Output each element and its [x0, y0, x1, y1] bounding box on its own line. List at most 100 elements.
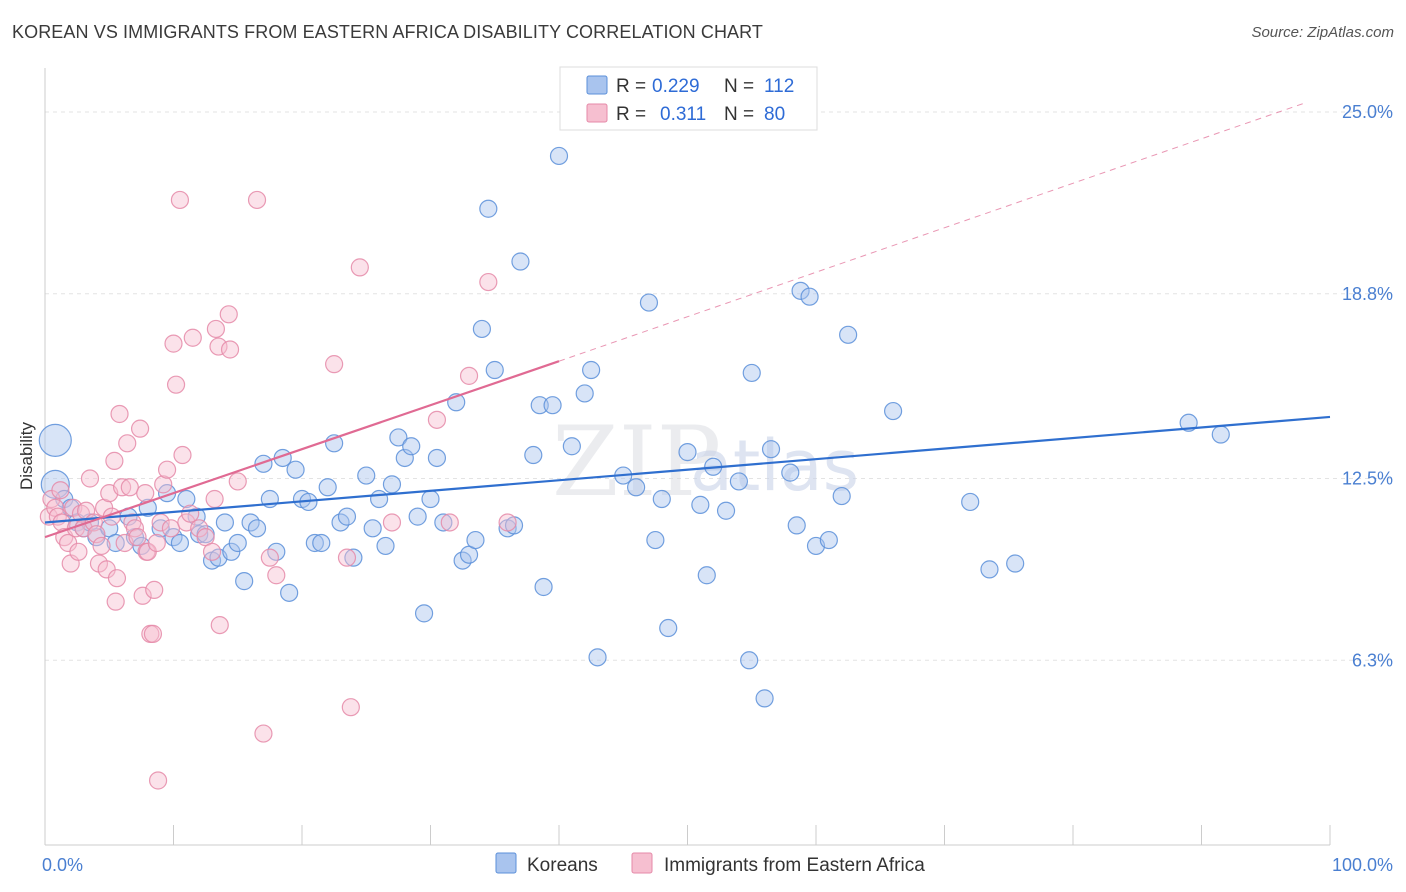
eastern-africa-point-46: [154, 475, 173, 494]
korean-point-69: [530, 396, 549, 415]
eastern-africa-point-42: [145, 580, 164, 600]
korean-point-39: [312, 533, 331, 553]
korean-point-17: [170, 533, 190, 553]
korean-point-62: [472, 319, 491, 339]
bottom-legend-swatch-eastern-africa: [631, 852, 653, 874]
korean-point-48: [376, 536, 395, 556]
eastern-africa-point-78: [479, 272, 498, 292]
korean-point-96: [800, 287, 819, 306]
eastern-africa-point-63: [219, 305, 238, 324]
legend-r-label-1: R =: [616, 76, 646, 97]
watermark-zip: ZIP: [552, 406, 721, 518]
eastern-africa-point-44: [148, 771, 168, 790]
eastern-africa-point-77: [459, 366, 479, 385]
koreans-points: [38, 146, 1230, 708]
legend-swatch-eastern-africa: [586, 103, 608, 123]
bottom-legend-eastern-africa: Immigrants from Eastern Africa: [664, 855, 925, 876]
korean-point-105: [1179, 413, 1198, 432]
korean-point-73: [562, 437, 581, 456]
korean-point-99: [832, 486, 851, 506]
eastern-africa-point-47: [157, 460, 177, 479]
korean-point-0: [38, 423, 72, 457]
korean-point-57: [434, 513, 453, 532]
eastern-africa-point-64: [220, 340, 240, 359]
korean-point-24: [215, 513, 234, 532]
eastern-africa-point-79: [498, 513, 517, 532]
korean-point-35: [286, 460, 305, 479]
korean-point-103: [980, 560, 999, 579]
eastern-africa-point-28: [112, 478, 132, 497]
korean-point-53: [408, 507, 427, 526]
eastern-africa-point-68: [260, 548, 279, 567]
korean-point-85: [697, 566, 716, 585]
korean-point-71: [543, 396, 562, 415]
korean-point-55: [421, 489, 440, 509]
korean-point-47: [370, 489, 389, 509]
korean-point-78: [626, 478, 646, 497]
y-tick-label-0: 6.3%: [1352, 650, 1393, 670]
eastern-africa-point-66: [247, 190, 267, 210]
korean-point-84: [691, 495, 710, 514]
korean-point-45: [357, 466, 376, 485]
y-tick-label-3: 25.0%: [1342, 102, 1393, 122]
korean-point-56: [427, 448, 447, 468]
korean-point-81: [652, 489, 671, 509]
korean-point-101: [883, 401, 903, 421]
eastern-africa-point-17: [87, 525, 106, 544]
korean-point-88: [729, 472, 749, 491]
eastern-africa-point-62: [210, 615, 229, 635]
y-tick-label-1: 12.5%: [1342, 468, 1393, 488]
korean-point-40: [318, 478, 337, 497]
chart-title: KOREAN VS IMMIGRANTS FROM EASTERN AFRICA…: [12, 22, 764, 42]
korean-point-43: [337, 507, 357, 526]
eastern-africa-point-72: [341, 698, 360, 717]
eastern-africa-point-41: [143, 624, 163, 643]
eastern-africa-points: [39, 190, 517, 790]
korean-point-89: [740, 651, 759, 670]
x-tick-label-1: 100.0%: [1332, 855, 1393, 875]
axes: [44, 68, 1331, 846]
korean-point-50: [389, 428, 408, 447]
korean-point-90: [742, 363, 761, 383]
eastern-africa-point-26: [107, 569, 127, 588]
korean-point-29: [247, 519, 267, 538]
korean-point-54: [414, 604, 434, 623]
korean-point-75: [582, 360, 601, 380]
eastern-africa-point-27: [110, 404, 129, 424]
korean-point-67: [511, 252, 530, 271]
eastern-africa-point-43: [147, 533, 166, 553]
eastern-africa-trend-extension: [558, 102, 1305, 362]
korean-point-49: [382, 475, 402, 494]
legend-swatch-koreans: [586, 75, 608, 95]
korean-point-51: [395, 448, 414, 468]
korean-point-92: [761, 440, 781, 459]
eastern-africa-point-11: [69, 542, 88, 561]
eastern-africa-point-31: [120, 478, 139, 497]
legend-r-label-2: R =: [616, 104, 646, 125]
korean-point-104: [1006, 554, 1025, 573]
korean-point-64: [485, 360, 504, 380]
eastern-africa-point-25: [106, 592, 125, 611]
eastern-africa-point-36: [133, 586, 152, 605]
korean-point-76: [588, 648, 607, 667]
eastern-africa-point-15: [80, 469, 100, 488]
korean-point-79: [639, 293, 659, 312]
korean-point-93: [781, 463, 800, 482]
eastern-africa-point-54: [181, 504, 200, 523]
eastern-africa-point-48: [161, 519, 181, 538]
eastern-africa-point-58: [202, 542, 222, 561]
bottom-legend-swatch-koreans: [495, 852, 517, 874]
eastern-africa-point-50: [166, 375, 186, 394]
korean-point-100: [839, 325, 858, 344]
x-tick-label-0: 0.0%: [42, 855, 83, 875]
korean-point-30: [254, 454, 273, 473]
eastern-africa-point-35: [130, 419, 150, 438]
korean-point-83: [678, 443, 697, 462]
eastern-africa-point-71: [337, 548, 357, 567]
legend-n-label-1: N =: [724, 76, 754, 97]
eastern-africa-point-59: [205, 489, 224, 509]
korean-point-95: [791, 281, 810, 300]
korean-point-18: [177, 489, 196, 509]
eastern-africa-point-51: [170, 190, 190, 210]
